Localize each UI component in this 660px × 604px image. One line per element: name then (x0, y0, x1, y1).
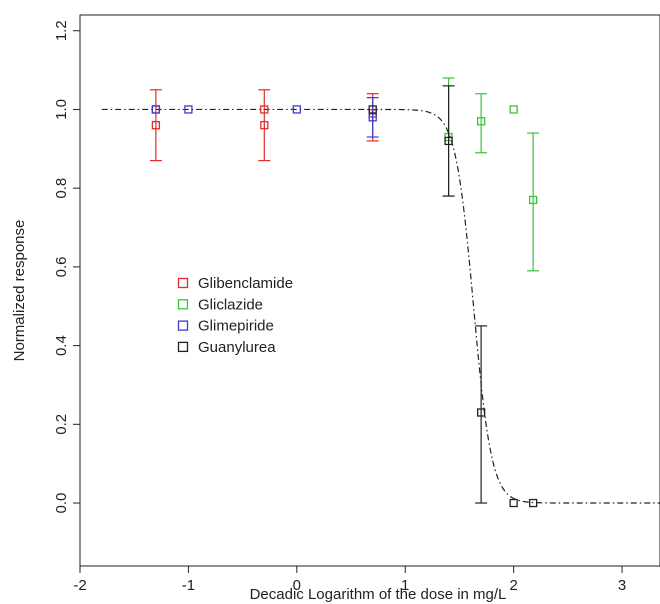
data-point (151, 121, 161, 130)
x-tick-label-5: 3 (618, 577, 626, 594)
data-point (529, 498, 538, 508)
data-point (444, 136, 453, 146)
data-points-layer (149, 77, 540, 508)
x-axis-title: Decadic Logarithm of the dose in mg/L (250, 586, 507, 603)
data-point (292, 105, 301, 114)
axes: -2 -1 0 1 2 3 0.0 0.2 0.4 0.6 0.8 1.0 1.2 (53, 20, 626, 594)
x-tick-label-0: -2 (73, 577, 86, 594)
legend-label-guanylurea: Guanylurea (198, 339, 276, 356)
y-tick-label-3: 0.6 (53, 256, 70, 277)
series-gliclazide (442, 77, 540, 272)
y-tick-label-4: 0.8 (53, 178, 70, 199)
data-point (476, 117, 486, 126)
data-point (368, 113, 377, 122)
legend: Glibenclamide Gliclazide Glimepiride Guanyl… (177, 275, 293, 356)
series-guanylurea (368, 85, 538, 508)
series-glibenclamide (149, 89, 379, 162)
x-tick-label-4: 2 (509, 577, 517, 594)
legend-marker-glimepiride (177, 320, 189, 331)
legend-label-glibenclamide: Glibenclamide (198, 275, 293, 292)
y-tick-label-0: 0.0 (53, 493, 70, 514)
y-tick-label-5: 1.0 (53, 99, 70, 120)
fit-curve (101, 108, 660, 504)
y-tick-label-1: 0.2 (53, 414, 70, 435)
data-point (509, 498, 518, 508)
x-tick-label-1: -1 (182, 577, 195, 594)
data-point (509, 105, 518, 114)
plot-area (79, 14, 660, 567)
legend-marker-glibenclamide (177, 277, 189, 289)
data-point (529, 195, 538, 205)
legend-marker-gliclazide (177, 299, 189, 310)
data-point (260, 121, 269, 130)
y-tick-label-2: 0.4 (53, 335, 70, 356)
x-tick-label-2: 0 (293, 577, 301, 594)
data-point (151, 105, 161, 114)
legend-label-gliclazide: Gliclazide (198, 296, 263, 313)
data-point (476, 408, 486, 417)
data-point (368, 105, 377, 114)
legend-label-glimepiride: Glimepiride (198, 318, 274, 335)
plot-frame (79, 14, 660, 567)
x-tick-label-3: 1 (401, 577, 409, 594)
data-point (184, 105, 193, 114)
y-axis-title: Normalized response (11, 220, 28, 362)
y-tick-label-6: 1.2 (53, 20, 70, 41)
series-glimepiride (151, 97, 379, 138)
legend-marker-guanylurea (177, 341, 189, 353)
fit-curve-layer (101, 108, 660, 504)
